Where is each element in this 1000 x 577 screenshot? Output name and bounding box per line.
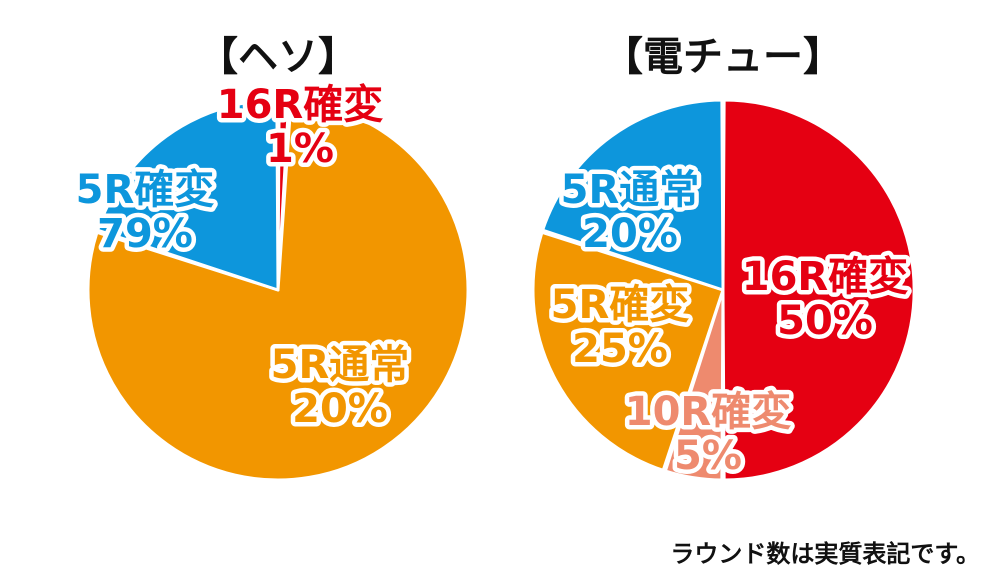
slice-5r-tsujo-label: 5R通常 20% xyxy=(561,167,700,257)
denchu-chart-title: 【電チュー】 xyxy=(603,34,843,80)
slice-category-label: 5R通常 xyxy=(271,342,410,388)
slice-5r-kakuhen-label: 5R確変 25% xyxy=(551,282,690,372)
slice-category-label: 10R確変 xyxy=(625,389,791,435)
slice-value-label: 50% xyxy=(777,298,873,344)
slice-category-label: 5R確変 xyxy=(76,167,215,213)
slice-5r-tsujo xyxy=(541,98,725,292)
slice-value-label: 25% xyxy=(572,326,668,372)
slice-value-label: 20% xyxy=(582,211,678,257)
slice-5r-tsujo xyxy=(96,98,280,292)
footnote: ラウンド数は実質表記です。 xyxy=(670,540,980,568)
slice-value-label: 20% xyxy=(292,386,388,432)
slice-5r-kakuhen xyxy=(531,230,725,472)
slice-category-label: 16R確変 xyxy=(217,82,383,128)
slice-10r-kakuhen-label: 10R確変 5% xyxy=(625,389,791,479)
slice-value-label: 79% xyxy=(97,211,193,257)
slice-value-label: 1% xyxy=(266,126,334,172)
slice-category-label: 16R確変 xyxy=(742,254,908,300)
slice-category-label: 5R確変 xyxy=(551,282,690,328)
slice-16r-kakuhen xyxy=(721,98,916,482)
heso-chart-title: 【ヘソ】 xyxy=(198,34,358,80)
slice-5r-kakuhen-label: 5R確変 79% xyxy=(76,167,215,257)
denchu-pie-chart: 【電チュー】 16R確変 50% 10R確変 5% 5R確変 25% 5R通常 20% xyxy=(531,34,916,484)
slice-category-label: 5R通常 xyxy=(561,167,700,213)
slice-16r-kakuhen-label: 16R確変 1% xyxy=(217,82,383,172)
heso-pie-chart: 【ヘソ】 16R確変 1%5R確変 79%5R通常 20% xyxy=(71,34,470,482)
slice-5r-tsujo-label: 5R通常 20% xyxy=(271,342,410,432)
slice-16r-kakuhen-label: 16R確変 50% xyxy=(742,254,908,344)
slice-value-label: 5% xyxy=(674,433,742,479)
